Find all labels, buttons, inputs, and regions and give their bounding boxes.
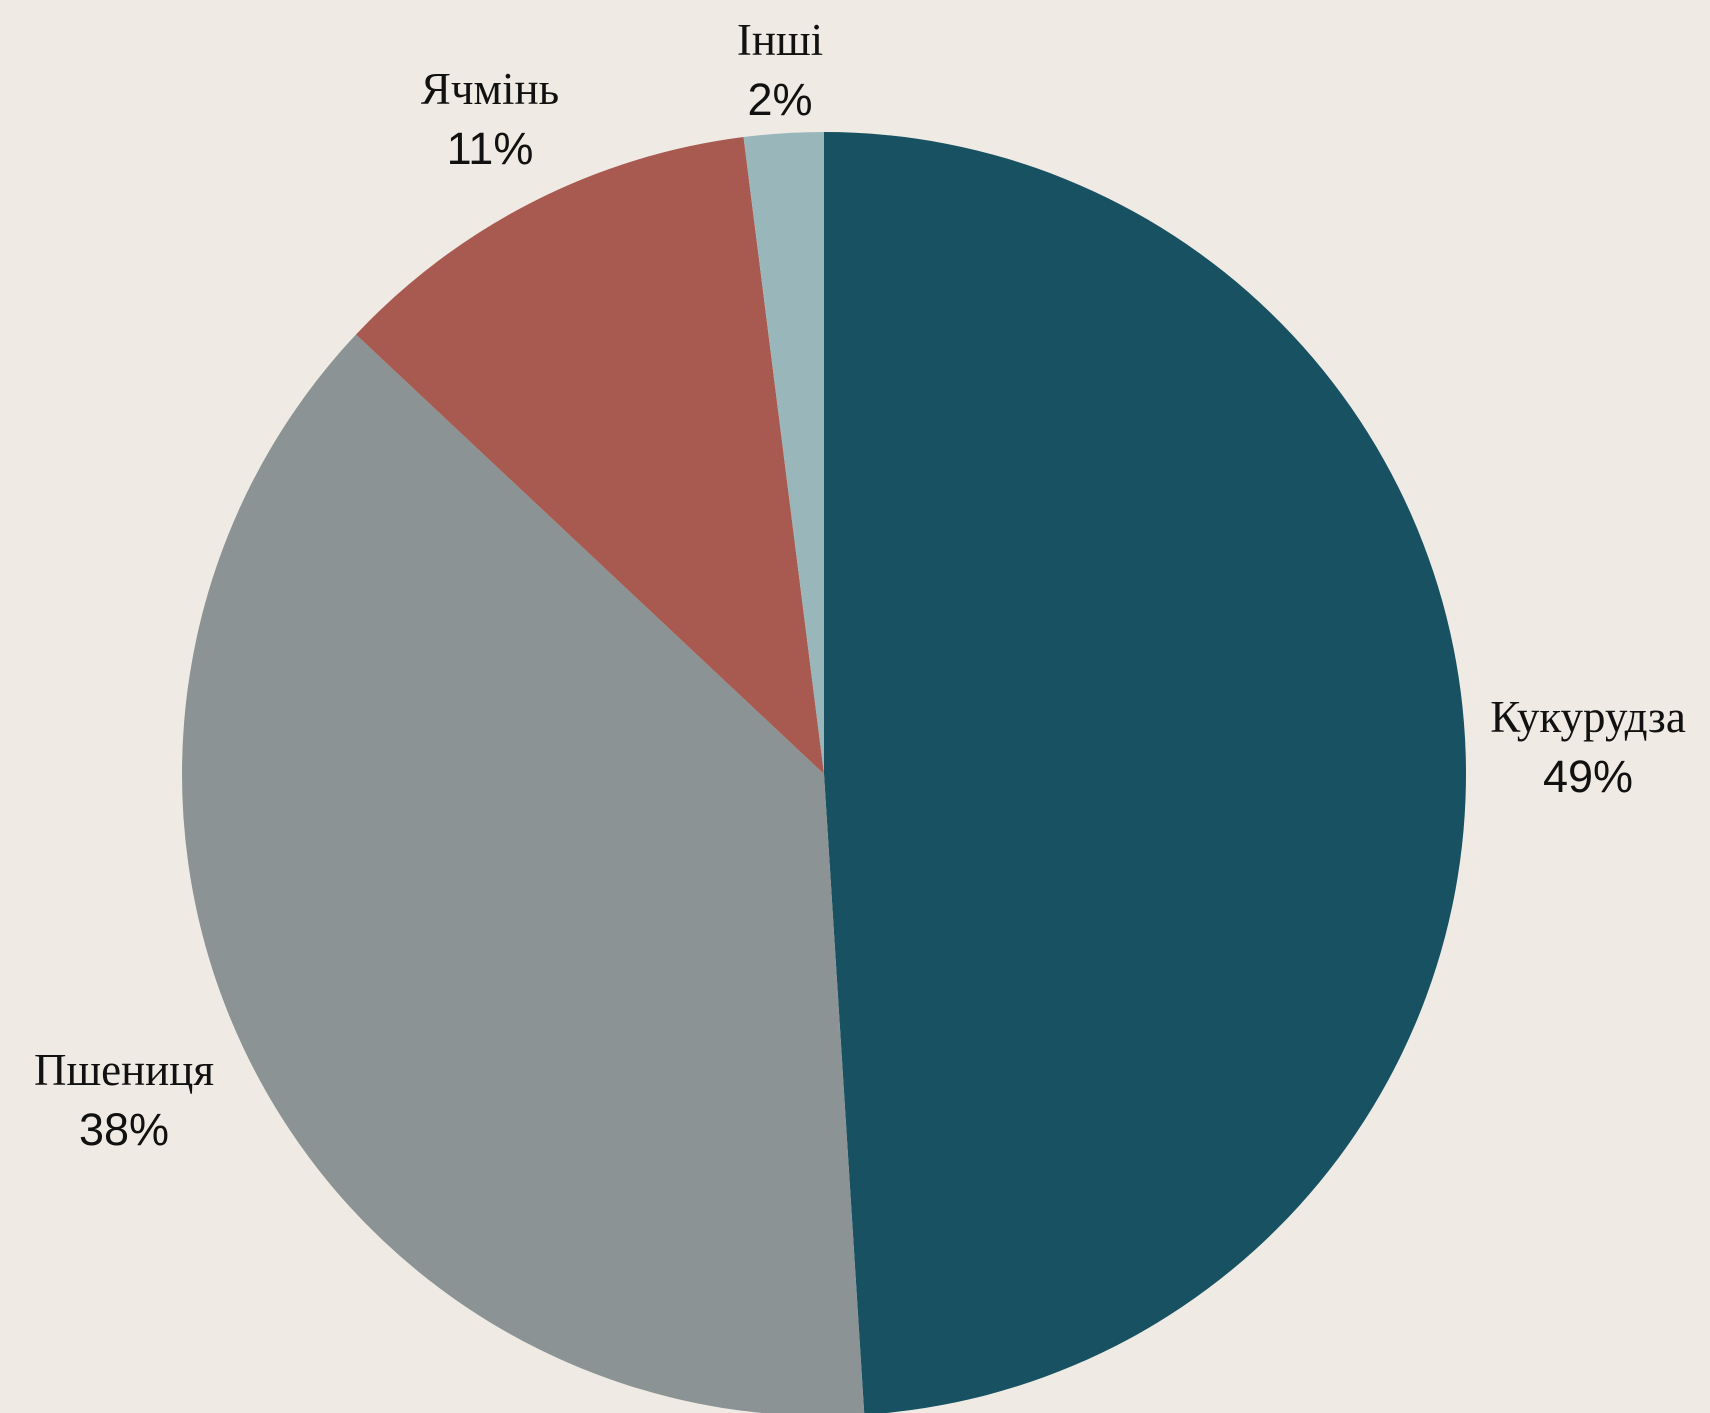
slice-label: Інші 2%: [737, 15, 823, 125]
slice-label-value: 2%: [747, 74, 812, 125]
slice-label-name: Інші: [737, 15, 823, 65]
pie-slice: [743, 132, 824, 774]
slice-label: Ячмінь 11%: [421, 64, 559, 174]
slice-label-value: 38%: [79, 1104, 169, 1155]
slice-label-value: 11%: [447, 123, 534, 174]
slice-label-name: Ячмінь: [421, 64, 559, 114]
slice-label: Пшениця 38%: [34, 1045, 214, 1155]
slice-label-name: Пшениця: [34, 1045, 214, 1095]
pie-slice: [824, 132, 1466, 1413]
slice-label-value: 49%: [1543, 751, 1633, 802]
pie-slice: [356, 137, 824, 774]
pie-labels: Кукурудза 49% Пшениця 38% Ячмінь 11% Інші 2%: [34, 15, 1686, 1155]
pie-slices: [182, 132, 1466, 1413]
slice-label-name: Кукурудза: [1490, 692, 1686, 742]
slice-label: Кукурудза 49%: [1490, 692, 1686, 802]
pie-slice: [182, 334, 865, 1413]
